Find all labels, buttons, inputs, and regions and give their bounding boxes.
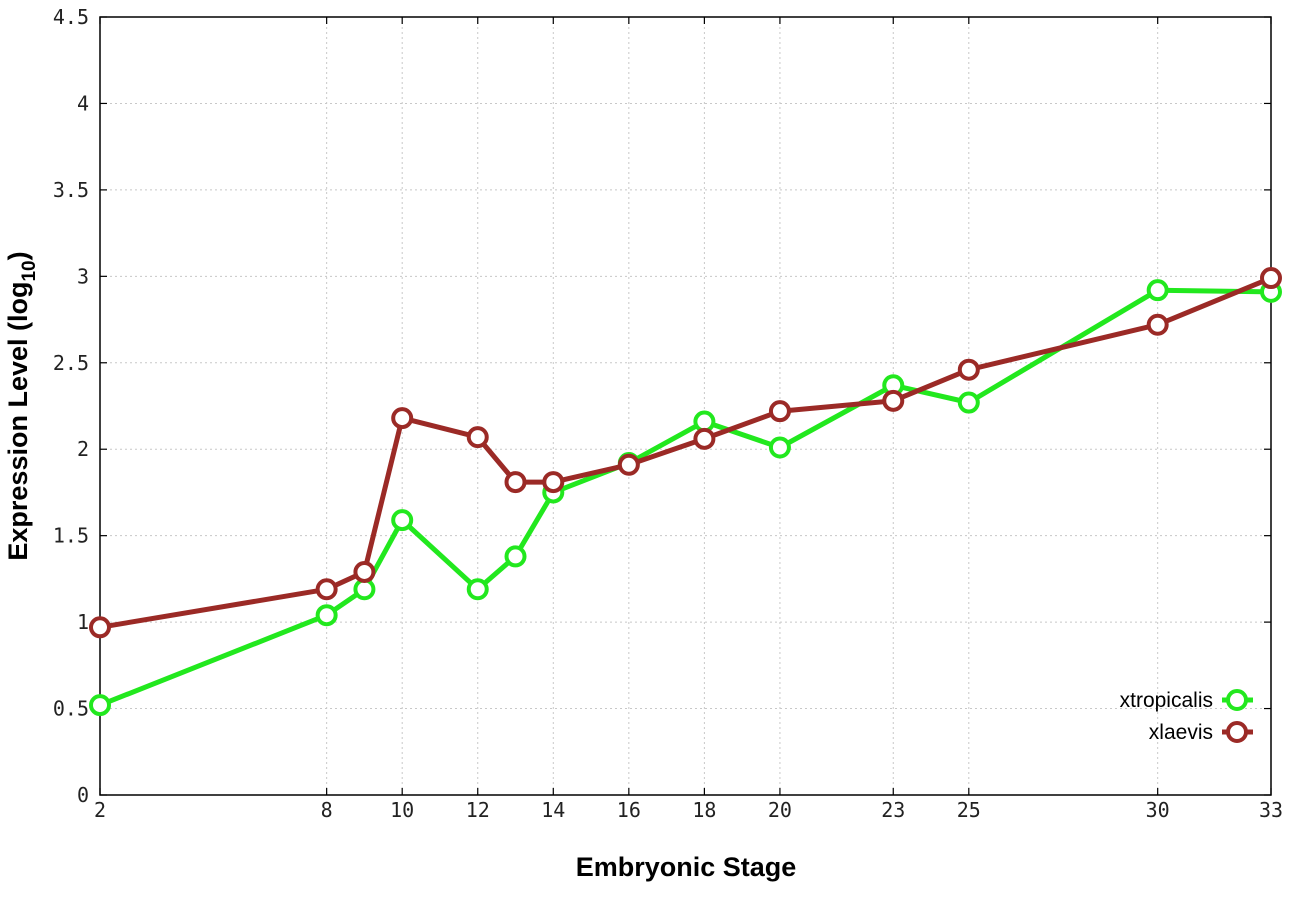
data-point-xlaevis xyxy=(504,471,527,494)
y-tick-label: 3.5 xyxy=(53,178,89,202)
data-point-xlaevis xyxy=(957,358,980,381)
x-tick-label: 10 xyxy=(390,798,414,822)
legend-swatch-marker xyxy=(1226,689,1248,711)
series-line-xlaevis xyxy=(99,275,1272,630)
series-xlaevis xyxy=(89,267,1282,639)
data-point-xlaevis xyxy=(768,400,791,423)
x-tick-label: 2 xyxy=(94,798,106,822)
x-tick-label: 12 xyxy=(466,798,490,822)
y-tick-label: 1.5 xyxy=(53,524,89,548)
y-axis-title-close: ) xyxy=(3,251,33,260)
data-point-xlaevis xyxy=(466,426,489,449)
legend-swatch-marker xyxy=(1226,721,1248,743)
y-tick-label: 2 xyxy=(77,437,89,461)
y-axis-title-subscript: 10 xyxy=(19,260,40,281)
x-axis-tick-labels: 2 8 10 12 14 16 18 20 23 25 30 33 xyxy=(94,798,1283,822)
x-tick-label: 16 xyxy=(617,798,641,822)
series-xtropicalis xyxy=(89,279,1282,717)
y-tick-label: 4 xyxy=(77,91,89,115)
legend-item-xlaevis: xlaevis xyxy=(1149,721,1253,744)
legend-item-xtropicalis: xtropicalis xyxy=(1120,689,1253,712)
y-tick-label: 1 xyxy=(77,610,89,634)
data-point-xtropicalis xyxy=(1146,279,1169,302)
data-point-xtropicalis xyxy=(768,436,791,459)
y-tick-label: 0.5 xyxy=(53,697,89,721)
x-tick-label: 30 xyxy=(1146,798,1170,822)
data-point-xlaevis xyxy=(391,407,414,430)
data-point-xlaevis xyxy=(693,427,716,450)
data-point-xlaevis xyxy=(1260,267,1282,290)
y-tick-label: 4.5 xyxy=(53,5,89,29)
data-point-xlaevis xyxy=(89,616,111,639)
data-point-xlaevis xyxy=(1146,313,1169,336)
data-point-xtropicalis xyxy=(504,545,527,568)
legend: xtropicalis xlaevis xyxy=(1120,689,1253,744)
x-tick-label: 8 xyxy=(321,798,333,822)
y-tick-label: 2.5 xyxy=(53,351,89,375)
x-axis-title: Embryonic Stage xyxy=(576,852,797,882)
series-line-xtropicalis xyxy=(99,287,1272,708)
axis-ticks xyxy=(99,16,1272,796)
data-point-xlaevis xyxy=(542,471,565,494)
x-tick-label: 18 xyxy=(692,798,716,822)
series-layer xyxy=(89,267,1282,717)
y-axis-tick-labels: 0 0.5 1 1.5 2 2.5 3 3.5 4 4.5 xyxy=(53,5,89,807)
legend-label: xtropicalis xyxy=(1120,689,1213,712)
data-point-xtropicalis xyxy=(957,391,980,414)
x-tick-label: 23 xyxy=(881,798,905,822)
data-point-xtropicalis xyxy=(466,578,489,601)
data-point-xtropicalis xyxy=(315,604,338,627)
data-point-xtropicalis xyxy=(89,694,111,717)
x-tick-label: 33 xyxy=(1259,798,1283,822)
x-tick-label: 14 xyxy=(541,798,565,822)
x-tick-label: 25 xyxy=(957,798,981,822)
y-tick-label: 3 xyxy=(77,264,89,288)
data-point-xtropicalis xyxy=(391,509,414,532)
data-point-xlaevis xyxy=(882,389,905,412)
plot-frame xyxy=(99,16,1272,796)
y-axis-title: Expression Level (log10) xyxy=(3,251,40,560)
legend-label: xlaevis xyxy=(1149,721,1213,744)
y-axis-title-main: Expression Level (log xyxy=(3,282,33,561)
data-point-xlaevis xyxy=(353,560,376,583)
data-point-xlaevis xyxy=(315,578,338,601)
x-tick-label: 20 xyxy=(768,798,792,822)
y-tick-label: 0 xyxy=(77,783,89,807)
grid-lines xyxy=(100,17,1271,795)
data-point-xlaevis xyxy=(617,453,640,476)
